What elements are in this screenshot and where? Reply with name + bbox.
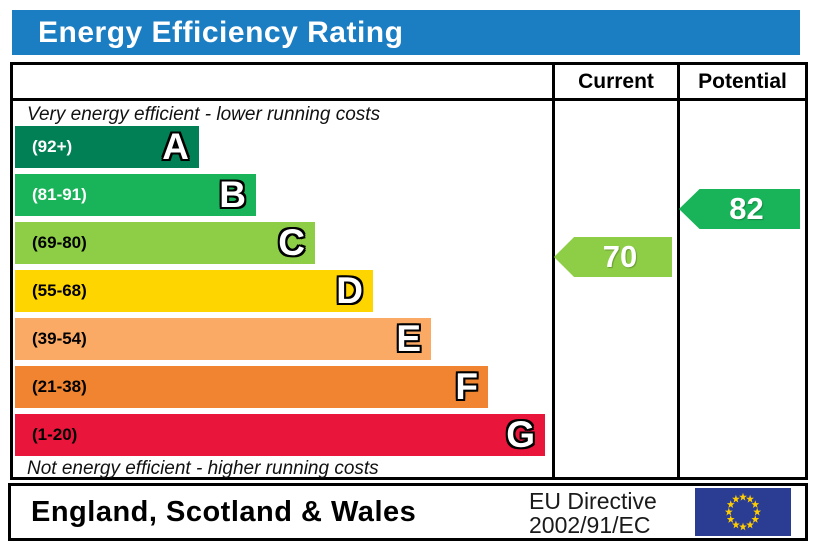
eu-flag-icon [695, 488, 791, 536]
band-range-label: (39-54) [32, 329, 87, 348]
band-F: (21-38) F [15, 365, 488, 408]
eu-directive-line2: 2002/91/EC [529, 512, 651, 539]
bottom-efficiency-note: Not energy efficient - higher running co… [27, 458, 379, 479]
band-C: (69-80) C [15, 221, 315, 264]
current-column-header: Current [578, 70, 654, 93]
band-letter: D [335, 269, 364, 312]
band-range-label: (55-68) [32, 281, 87, 300]
band-D: (55-68) D [15, 269, 373, 312]
band-letter: F [454, 365, 479, 408]
band-B: (81-91) B [15, 173, 256, 216]
region-label: England, Scotland & Wales [31, 496, 417, 528]
current-rating-arrow: 70 [554, 237, 672, 277]
rating-bands: (92+) A (81-91) B (69-80) C (55-68) D (39-54) E (2… [15, 125, 552, 456]
band-letter: G [505, 413, 536, 456]
header-divider-line [13, 98, 805, 101]
eu-directive-label: EU Directive 2002/91/EC [529, 489, 657, 537]
footer-bar: England, Scotland & Wales EU Directive 2… [8, 483, 808, 541]
band-range-label: (1-20) [32, 425, 78, 444]
band-G: (1-20) G [15, 413, 545, 456]
band-letter: E [395, 317, 422, 360]
band-range-label: (21-38) [32, 377, 87, 396]
band-range-label: (92+) [32, 137, 73, 156]
band-range-label: (69-80) [32, 233, 87, 252]
potential-rating-arrow: 82 [679, 189, 800, 229]
band-letter: C [277, 221, 306, 264]
band-A: (92+) A [15, 125, 199, 168]
column-divider-potential [677, 65, 680, 477]
chart-title: Energy Efficiency Rating [12, 10, 800, 55]
band-E: (39-54) E [15, 317, 431, 360]
rating-table: Current Potential Very energy efficient … [10, 62, 808, 480]
column-divider-current [552, 65, 555, 477]
potential-column-header: Potential [698, 70, 787, 93]
band-letter: A [161, 125, 190, 168]
eu-directive-line1: EU Directive [529, 488, 657, 514]
band-range-label: (81-91) [32, 185, 87, 204]
top-efficiency-note: Very energy efficient - lower running co… [27, 104, 381, 125]
band-letter: B [218, 173, 247, 216]
